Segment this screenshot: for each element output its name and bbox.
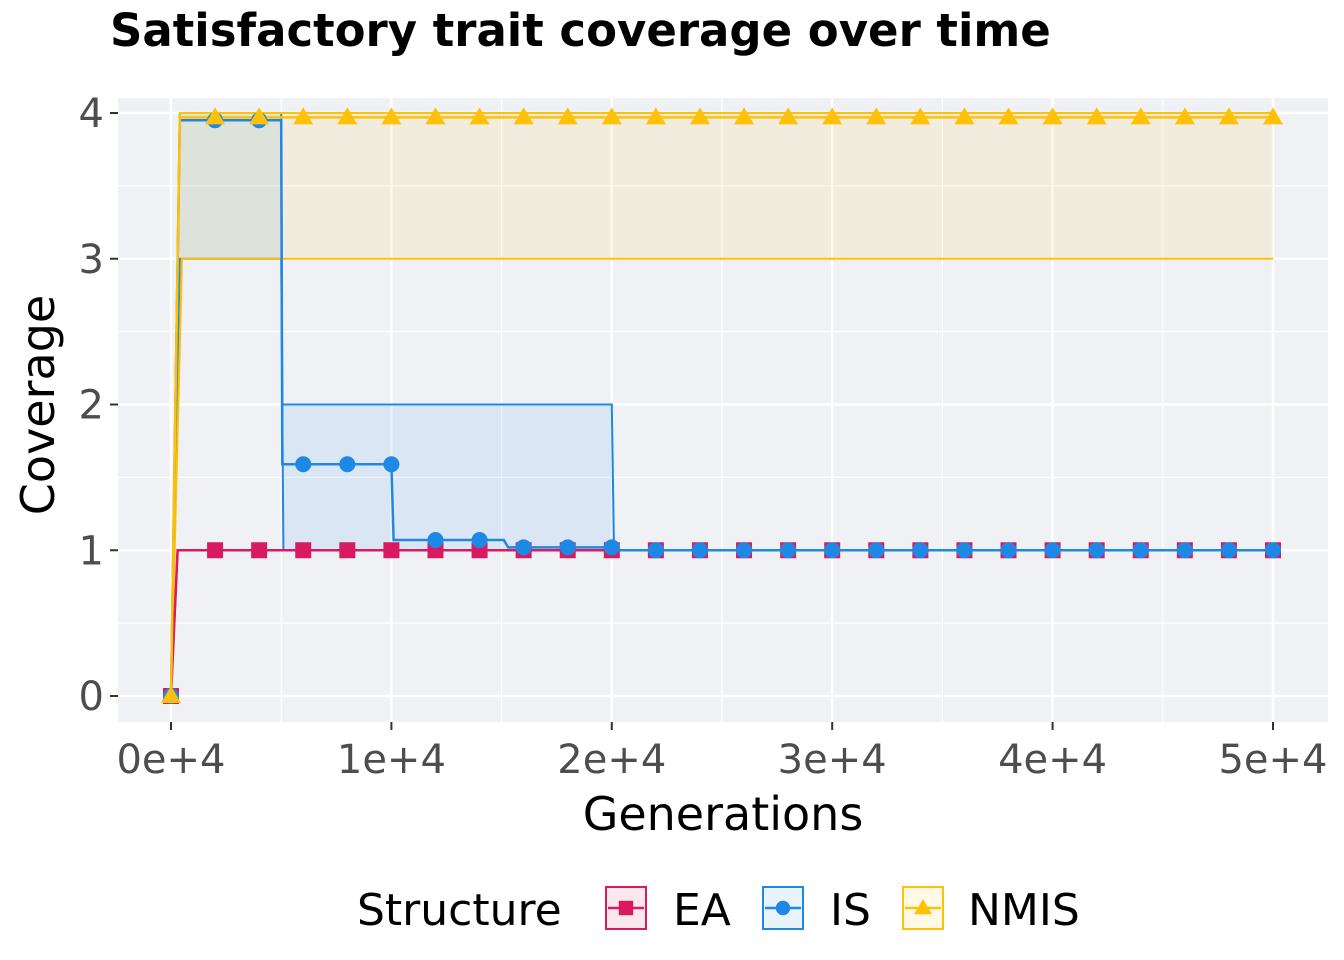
is-point xyxy=(1220,542,1237,559)
is-point xyxy=(559,539,576,556)
y-tick-label: 0 xyxy=(79,674,104,720)
is-point xyxy=(956,542,973,559)
x-tick-label: 4e+4 xyxy=(998,737,1107,783)
is-point xyxy=(1176,542,1193,559)
is-point xyxy=(471,532,488,549)
legend-item-is: IS xyxy=(762,885,871,936)
nmis-point xyxy=(998,107,1019,125)
legend-key-triangle-icon xyxy=(914,899,932,915)
nmis-point xyxy=(954,107,975,125)
x-axis-label: Generations xyxy=(583,787,864,841)
legend-label: NMIS xyxy=(968,885,1080,936)
is-point xyxy=(1088,542,1105,559)
y-axis-label: Coverage xyxy=(11,295,65,515)
nmis-point xyxy=(822,107,843,125)
nmis-point xyxy=(293,107,314,125)
nmis-point xyxy=(513,107,534,125)
nmis-point xyxy=(601,107,622,125)
legend-label: EA xyxy=(673,885,731,936)
is-point xyxy=(868,542,885,559)
y-tick-label: 3 xyxy=(79,237,104,283)
legend: Structure EA IS NMIS xyxy=(357,885,1080,936)
y-tick-label: 2 xyxy=(79,383,104,429)
is-point xyxy=(647,542,664,559)
nmis-point xyxy=(205,107,226,125)
nmis-point xyxy=(1042,107,1063,125)
nmis-point xyxy=(1086,107,1107,125)
is-point xyxy=(603,539,620,556)
nmis-point xyxy=(1218,107,1239,125)
is-point xyxy=(736,542,753,559)
legend-title: Structure xyxy=(357,885,562,936)
nmis-point xyxy=(1174,107,1195,125)
nmis-point xyxy=(1130,107,1151,125)
is-point xyxy=(912,542,929,559)
nmis-point xyxy=(337,107,358,125)
nmis-point xyxy=(161,686,181,703)
is-point xyxy=(780,542,797,559)
ea-point xyxy=(251,542,268,559)
nmis-point xyxy=(425,107,446,125)
series-markers xyxy=(161,107,1283,704)
is-point xyxy=(824,542,841,559)
nmis-point xyxy=(557,107,578,125)
is-point xyxy=(1132,542,1149,559)
x-tick-label: 0e+4 xyxy=(116,737,225,783)
nmis-point xyxy=(734,107,755,125)
is-point xyxy=(1044,542,1061,559)
nmis-line xyxy=(169,116,1273,697)
is-point xyxy=(1265,542,1281,559)
is-point xyxy=(1000,542,1017,559)
x-tick-label: 2e+4 xyxy=(557,737,666,783)
is-point xyxy=(339,456,356,473)
ea-point xyxy=(295,542,312,559)
legend-item-ea: EA xyxy=(605,885,731,936)
nmis-point xyxy=(778,107,799,125)
x-tick-label: 5e+4 xyxy=(1218,737,1327,783)
x-tick-label: 3e+4 xyxy=(778,737,887,783)
is-point xyxy=(383,456,400,473)
nmis-point xyxy=(866,107,887,125)
is-point xyxy=(515,539,532,556)
x-tick-label: 1e+4 xyxy=(337,737,446,783)
is-point xyxy=(427,532,444,549)
nmis-point xyxy=(381,107,402,125)
is-point xyxy=(295,456,312,473)
nmis-point xyxy=(249,107,270,125)
chart-title: Satisfactory trait coverage over time xyxy=(110,4,1051,57)
ea-point xyxy=(207,542,224,559)
nmis-point xyxy=(469,107,490,125)
legend-key-square-icon xyxy=(618,900,634,916)
nmis-point xyxy=(1263,107,1283,125)
nmis-point xyxy=(645,107,666,125)
legend-item-nmis: NMIS xyxy=(902,885,1080,936)
tick-labels: 0e+4 1e+4 2e+4 3e+4 4e+4 5e+4 0 1 2 3 4 xyxy=(79,91,1328,783)
plot-panel xyxy=(118,98,1328,722)
nmis-point xyxy=(689,107,710,125)
is-point xyxy=(691,542,708,559)
nmis-ribbon-lower xyxy=(170,257,1273,697)
y-tick-label: 4 xyxy=(79,91,104,137)
legend-key-circle-icon xyxy=(775,900,791,916)
y-tick-label: 1 xyxy=(79,528,104,574)
nmis-point xyxy=(910,107,931,125)
ea-point xyxy=(339,542,356,559)
legend-label: IS xyxy=(830,885,871,936)
ea-point xyxy=(383,542,400,559)
